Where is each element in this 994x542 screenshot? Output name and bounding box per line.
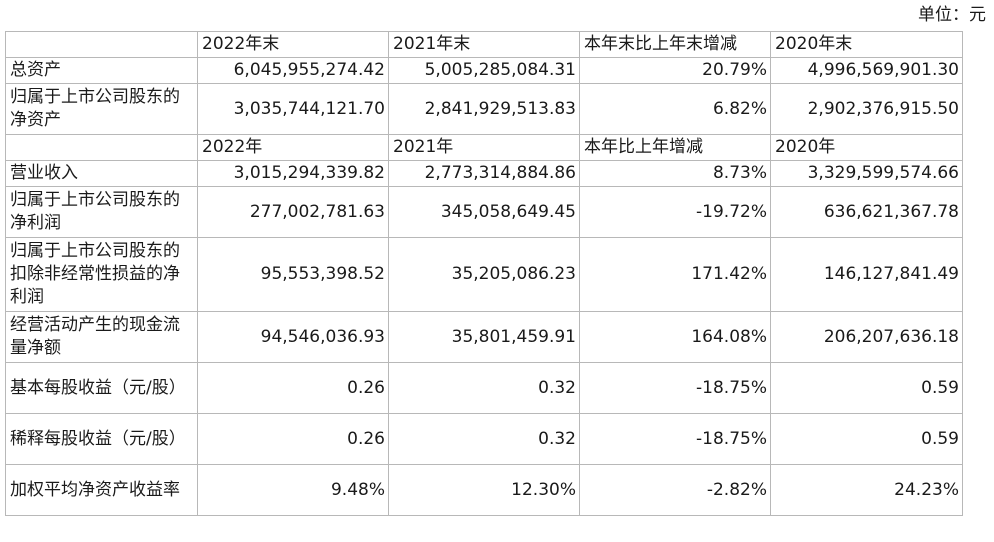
value-cell: 2,773,314,884.86 — [388, 160, 580, 187]
value-cell: 277,002,781.63 — [197, 186, 389, 238]
row-label: 营业收入 — [5, 160, 198, 187]
value-cell: 12.30% — [388, 464, 580, 516]
value-cell: 3,329,599,574.66 — [770, 160, 963, 187]
row-label: 经营活动产生的现金流量净额 — [5, 311, 198, 363]
value-cell: 2,902,376,915.50 — [770, 83, 963, 135]
row-label: 总资产 — [5, 57, 198, 84]
table-row: 总资产 6,045,955,274.42 5,005,285,084.31 20… — [5, 57, 963, 84]
table-row: 经营活动产生的现金流量净额 94,546,036.93 35,801,459.9… — [5, 311, 963, 363]
change-cell: -2.82% — [579, 464, 771, 516]
value-cell: 9.48% — [197, 464, 389, 516]
financial-summary-table: 2022年末 2021年末 本年末比上年末增减 2020年末 总资产 6,045… — [5, 31, 963, 516]
value-cell: 636,621,367.78 — [770, 186, 963, 238]
table-row: 归属于上市公司股东的净资产 3,035,744,121.70 2,841,929… — [5, 83, 963, 135]
value-cell: 0.32 — [388, 362, 580, 414]
table-row: 归属于上市公司股东的扣除非经常性损益的净利润 95,553,398.52 35,… — [5, 237, 963, 312]
value-cell: 206,207,636.18 — [770, 311, 963, 363]
change-cell: 20.79% — [579, 57, 771, 84]
unit-label: 单位：元 — [918, 5, 986, 25]
table-row: 归属于上市公司股东的净利润 277,002,781.63 345,058,649… — [5, 186, 963, 238]
header-cell-change: 本年比上年增减 — [579, 134, 771, 161]
change-cell: -18.75% — [579, 362, 771, 414]
value-cell: 35,205,086.23 — [388, 237, 580, 312]
value-cell: 2,841,929,513.83 — [388, 83, 580, 135]
value-cell: 5,005,285,084.31 — [388, 57, 580, 84]
value-cell: 0.59 — [770, 413, 963, 465]
value-cell: 3,035,744,121.70 — [197, 83, 389, 135]
row-label: 归属于上市公司股东的扣除非经常性损益的净利润 — [5, 237, 198, 312]
change-cell: 171.42% — [579, 237, 771, 312]
row-label: 归属于上市公司股东的净资产 — [5, 83, 198, 135]
table-row: 加权平均净资产收益率 9.48% 12.30% -2.82% 24.23% — [5, 464, 963, 516]
table-row: 基本每股收益（元/股） 0.26 0.32 -18.75% 0.59 — [5, 362, 963, 414]
value-cell: 146,127,841.49 — [770, 237, 963, 312]
value-cell: 24.23% — [770, 464, 963, 516]
value-cell: 0.32 — [388, 413, 580, 465]
header-cell-item — [5, 31, 198, 58]
header-cell-2022: 2022年 — [197, 134, 389, 161]
header-cell-item — [5, 134, 198, 161]
table-row: 稀释每股收益（元/股） 0.26 0.32 -18.75% 0.59 — [5, 413, 963, 465]
table-header-row-year-end: 2022年末 2021年末 本年末比上年末增减 2020年末 — [5, 31, 963, 58]
value-cell: 35,801,459.91 — [388, 311, 580, 363]
table-row: 营业收入 3,015,294,339.82 2,773,314,884.86 8… — [5, 160, 963, 187]
header-cell-2020: 2020年 — [770, 134, 963, 161]
value-cell: 3,015,294,339.82 — [197, 160, 389, 187]
change-cell: 6.82% — [579, 83, 771, 135]
value-cell: 94,546,036.93 — [197, 311, 389, 363]
header-cell-2021-end: 2021年末 — [388, 31, 580, 58]
value-cell: 345,058,649.45 — [388, 186, 580, 238]
row-label: 基本每股收益（元/股） — [5, 362, 198, 414]
table-header-row-year: 2022年 2021年 本年比上年增减 2020年 — [5, 134, 963, 161]
value-cell: 0.26 — [197, 362, 389, 414]
change-cell: -19.72% — [579, 186, 771, 238]
value-cell: 6,045,955,274.42 — [197, 57, 389, 84]
change-cell: 8.73% — [579, 160, 771, 187]
row-label: 稀释每股收益（元/股） — [5, 413, 198, 465]
header-cell-2022-end: 2022年末 — [197, 31, 389, 58]
header-cell-2021: 2021年 — [388, 134, 580, 161]
row-label: 加权平均净资产收益率 — [5, 464, 198, 516]
value-cell: 95,553,398.52 — [197, 237, 389, 312]
row-label: 归属于上市公司股东的净利润 — [5, 186, 198, 238]
value-cell: 0.26 — [197, 413, 389, 465]
change-cell: 164.08% — [579, 311, 771, 363]
header-cell-2020-end: 2020年末 — [770, 31, 963, 58]
value-cell: 4,996,569,901.30 — [770, 57, 963, 84]
value-cell: 0.59 — [770, 362, 963, 414]
change-cell: -18.75% — [579, 413, 771, 465]
header-cell-change-end: 本年末比上年末增减 — [579, 31, 771, 58]
